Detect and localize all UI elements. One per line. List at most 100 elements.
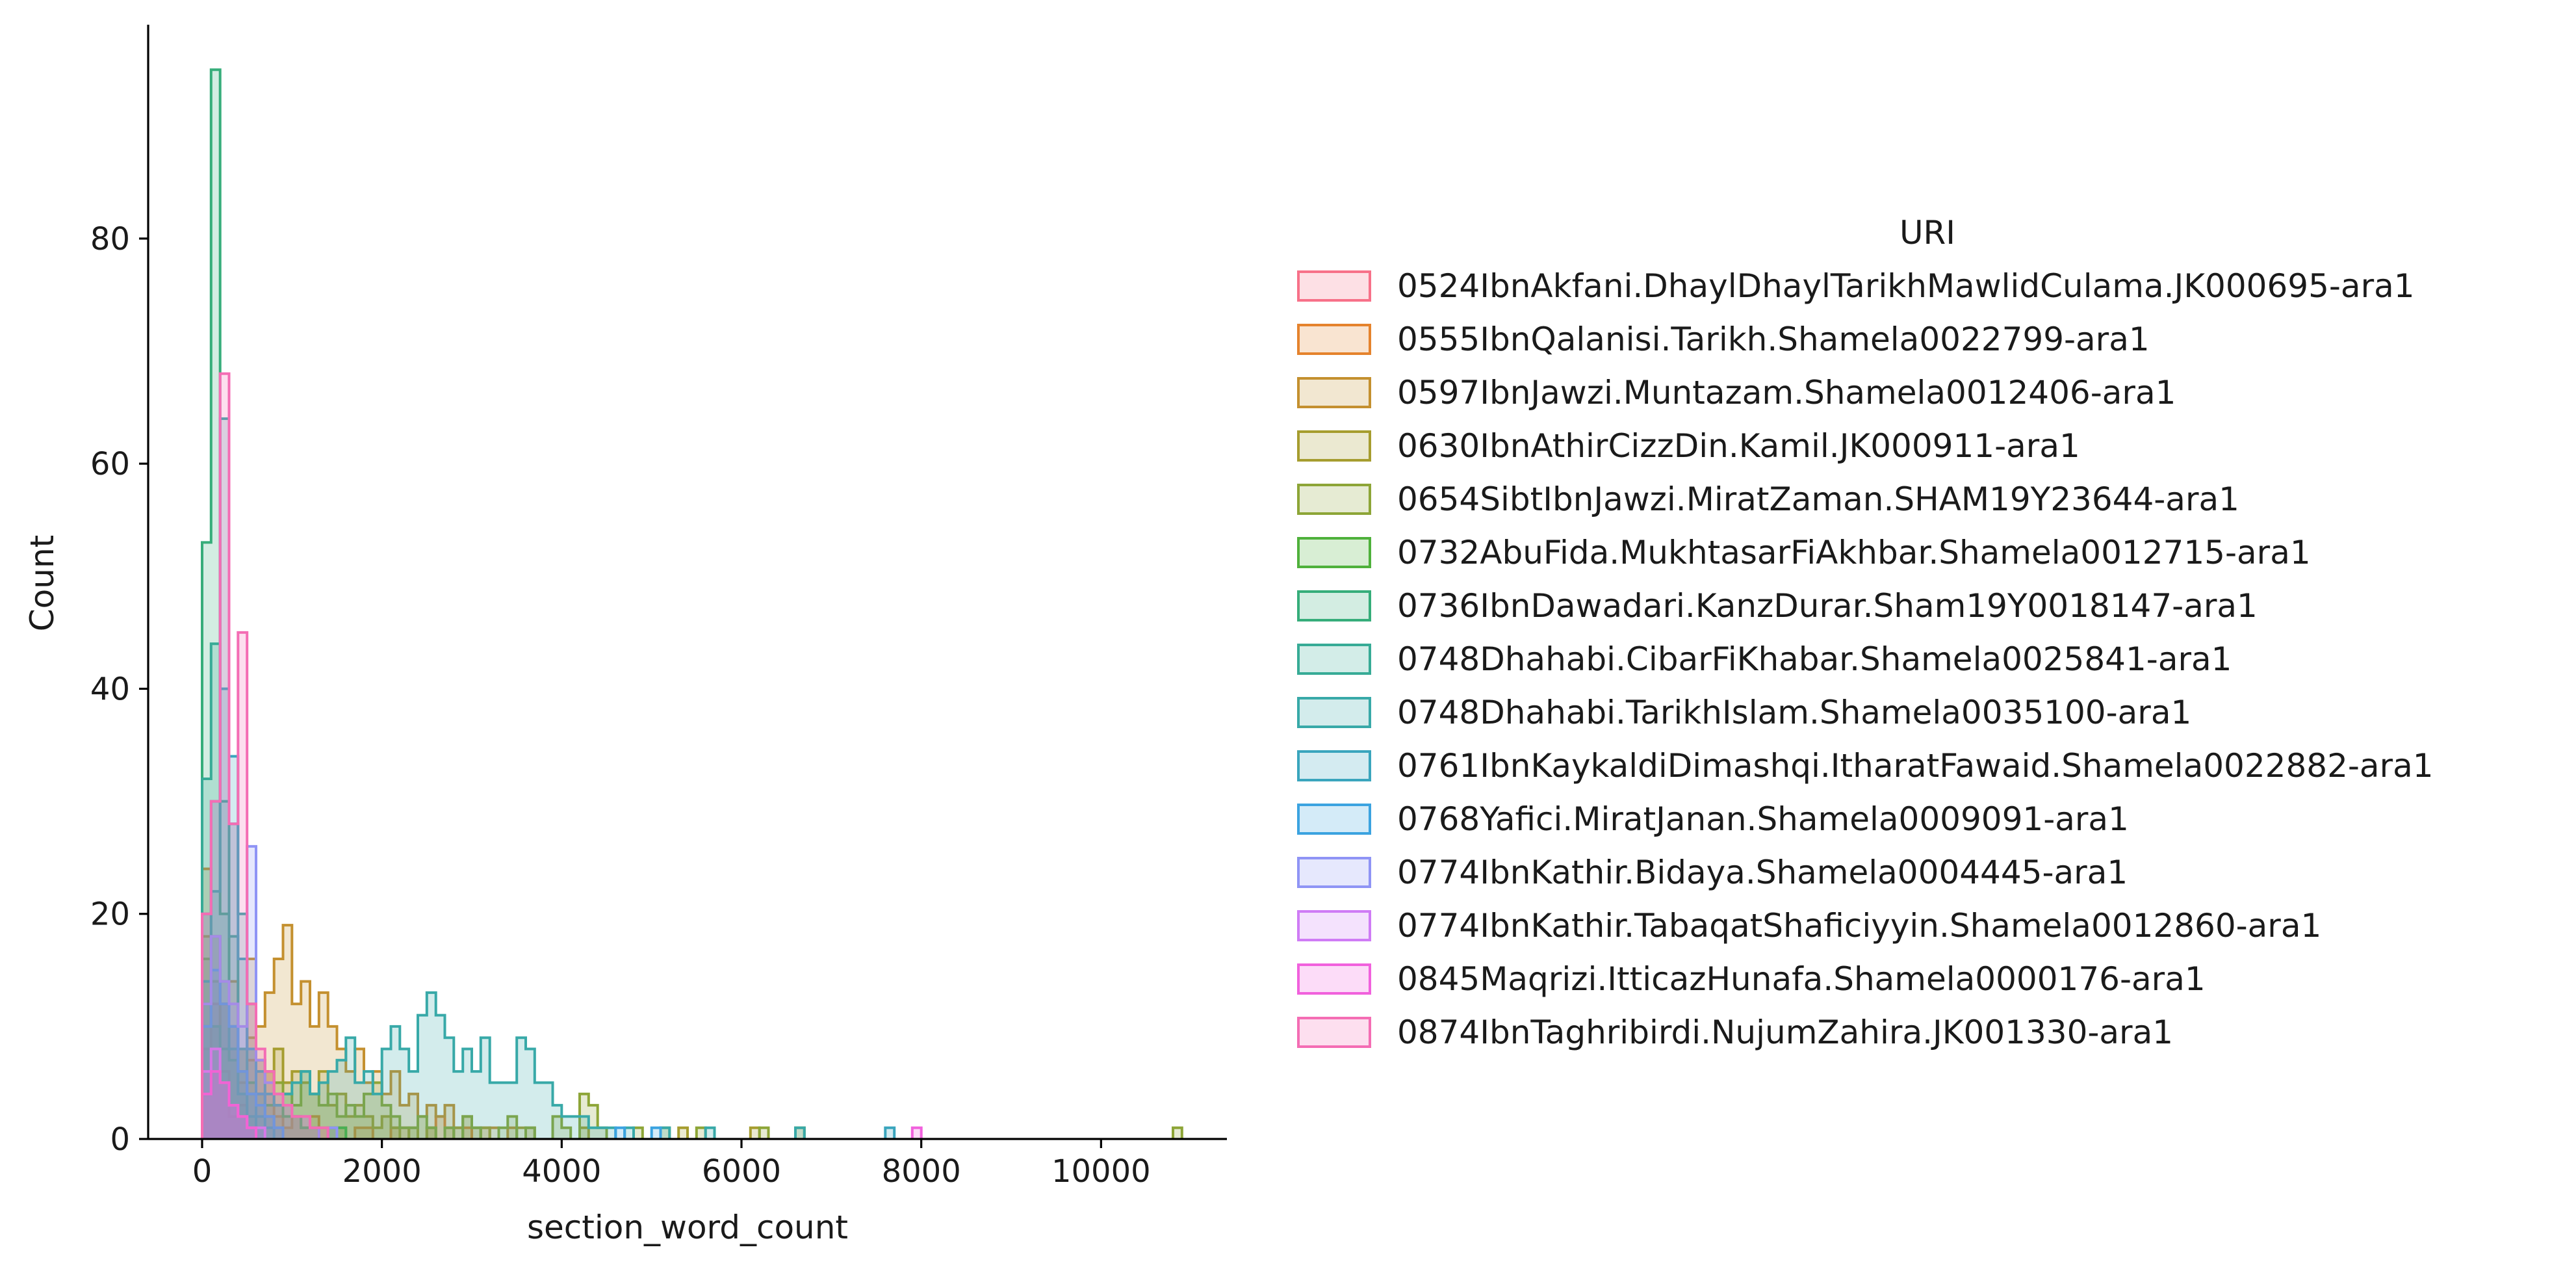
legend-items: 0524IbnAkfani.DhaylDhaylTarikhMawlidCula… [1297, 267, 2434, 1051]
legend-item: 0597IbnJawzi.Muntazam.Shamela0012406-ara… [1297, 374, 2176, 412]
legend-item: 0748Dhahabi.TarikhIslam.Shamela0035100-a… [1297, 694, 2191, 731]
legend-label: 0768Yafici.MiratJanan.Shamela0009091-ara… [1397, 800, 2129, 838]
histogram-fill [580, 1127, 589, 1139]
legend-label: 0748Dhahabi.CibarFiKhabar.Shamela0025841… [1397, 640, 2232, 678]
x-ticks: 0 2000 4000 6000 8000 10000 [192, 1139, 1151, 1190]
histogram-fill [444, 1127, 454, 1139]
legend-label: 0774IbnKathir.TabaqatShaficiyyin.Shamela… [1397, 907, 2321, 945]
histogram-series [201, 372, 329, 1140]
legend-label: 0654SibtIbnJawzi.MiratZaman.SHAM19Y23644… [1397, 480, 2239, 518]
legend-swatch [1297, 324, 1371, 355]
histogram-step-line [201, 969, 285, 1139]
legend-item: 0774IbnKathir.TabaqatShaficiyyin.Shamela… [1297, 907, 2321, 945]
histogram-step-line [910, 1126, 923, 1139]
histogram-step-line [614, 1126, 626, 1139]
legend: URI 0524IbnAkfani.DhaylDhaylTarikhMawlid… [1297, 214, 2434, 1051]
legend-swatch [1297, 430, 1371, 462]
histogram-series-layer [201, 68, 1183, 1140]
x-tick-label: 10000 [1051, 1153, 1151, 1190]
histogram-fill [678, 1127, 688, 1139]
histogram-fill [202, 373, 328, 1140]
histogram-fill [202, 419, 616, 1139]
legend-label: 0845Maqrizi.ItticazHunafa.Shamela0000176… [1397, 960, 2206, 998]
legend-item: 0874IbnTaghribirdi.NujumZahira.JK001330-… [1297, 1014, 2173, 1051]
x-tick-label: 2000 [342, 1153, 422, 1190]
legend-item: 0748Dhahabi.CibarFiKhabar.Shamela0025841… [1297, 640, 2232, 678]
histogram-fill [202, 981, 400, 1139]
histogram-step-line [201, 68, 266, 1139]
y-tick-label: 60 [90, 446, 130, 482]
legend-label: 0597IbnJawzi.Muntazam.Shamela0012406-ara… [1397, 374, 2176, 412]
axes [147, 25, 1227, 1140]
histogram-fill [795, 1127, 805, 1139]
histogram-step-line [884, 1126, 896, 1139]
x-tick-label: 0 [192, 1153, 213, 1190]
legend-swatch [1297, 590, 1371, 621]
legend-item: 0736IbnDawadari.KanzDurar.Sham19Y0018147… [1297, 587, 2258, 625]
histogram-fill [526, 1127, 535, 1139]
legend-swatch [1297, 804, 1371, 835]
legend-swatch [1297, 1017, 1371, 1048]
legend-label: 0524IbnAkfani.DhaylDhaylTarikhMawlidCula… [1397, 267, 2415, 305]
histogram-fill [625, 1127, 634, 1139]
legend-swatch [1297, 697, 1371, 728]
legend-label: 0736IbnDawadari.KanzDurar.Sham19Y0018147… [1397, 587, 2258, 625]
legend-item: 0654SibtIbnJawzi.MiratZaman.SHAM19Y23644… [1297, 480, 2239, 518]
legend-swatch [1297, 963, 1371, 995]
legend-item: 0761IbnKaykaldiDimashqi.ItharatFawaid.Sh… [1297, 747, 2434, 785]
histogram-fill [885, 1127, 895, 1139]
histogram-fill [202, 846, 319, 1139]
histogram-fill [454, 1127, 463, 1139]
histogram-fill [912, 1127, 921, 1139]
x-axis-label: section_word_count [527, 1209, 848, 1246]
histogram-fill [508, 1127, 517, 1139]
legend-item: 0555IbnQalanisi.Tarikh.Shamela0022799-ar… [1297, 321, 2150, 358]
histogram-fill [517, 1127, 526, 1139]
legend-label: 0630IbnAthirCizzDin.Kamil.JK000911-ara1 [1397, 427, 2080, 465]
histogram-fill [426, 1127, 436, 1139]
legend-label: 0732AbuFida.MukhtasarFiAkhbar.Shamela001… [1397, 534, 2311, 571]
legend-label: 0761IbnKaykaldiDimashqi.ItharatFawaid.Sh… [1397, 747, 2434, 785]
legend-item: 0630IbnAthirCizzDin.Kamil.JK000911-ara1 [1297, 427, 2080, 465]
histogram-step-line [524, 1126, 536, 1139]
histogram-series [201, 969, 662, 1139]
histogram-series [201, 68, 266, 1139]
histogram-step-line [201, 642, 276, 1139]
histogram-fill [660, 1127, 670, 1139]
histogram-fill [795, 1127, 805, 1139]
legend-swatch [1297, 644, 1371, 675]
histogram-fill [355, 1127, 373, 1139]
histogram-fill [202, 970, 283, 1139]
legend-item: 0524IbnAkfani.DhaylDhaylTarikhMawlidCula… [1297, 267, 2415, 305]
histogram-fill [202, 925, 481, 1139]
histogram-step-line [758, 1126, 770, 1139]
legend-item: 0774IbnKathir.Bidaya.Shamela0004445-ara1 [1297, 854, 2128, 891]
histogram-step-line [461, 1115, 482, 1139]
histogram-series [201, 1070, 923, 1139]
y-tick-label: 80 [90, 221, 130, 257]
histogram-step-line [354, 1126, 374, 1139]
y-axis-label: Count [23, 535, 61, 632]
histogram-step-line [443, 1126, 456, 1139]
legend-label: 0748Dhahabi.TarikhIslam.Shamela0035100-a… [1397, 694, 2191, 731]
histogram-step-line [704, 1126, 716, 1139]
histogram-fill [426, 1116, 454, 1139]
histogram-fill [696, 1127, 706, 1139]
histogram-fill [409, 1127, 418, 1139]
histogram-fill [750, 1127, 760, 1139]
histogram-fill [651, 1127, 661, 1139]
legend-swatch [1297, 750, 1371, 781]
histogram-fill [1173, 1127, 1182, 1139]
histogram-fill [202, 688, 283, 1139]
legend-label: 0874IbnTaghribirdi.NujumZahira.JK001330-… [1397, 1014, 2173, 1051]
legend-item: 0845Maqrizi.ItticazHunafa.Shamela0000176… [1297, 960, 2206, 998]
histogram-step-line [794, 1126, 806, 1139]
histogram-fill [328, 1127, 337, 1139]
histogram-step-line [497, 1115, 519, 1139]
histogram-fill [615, 1127, 625, 1139]
histogram-fill [526, 1127, 535, 1139]
legend-swatch [1297, 857, 1371, 888]
histogram-fill [463, 1127, 472, 1139]
histogram-step-line [551, 1115, 573, 1139]
